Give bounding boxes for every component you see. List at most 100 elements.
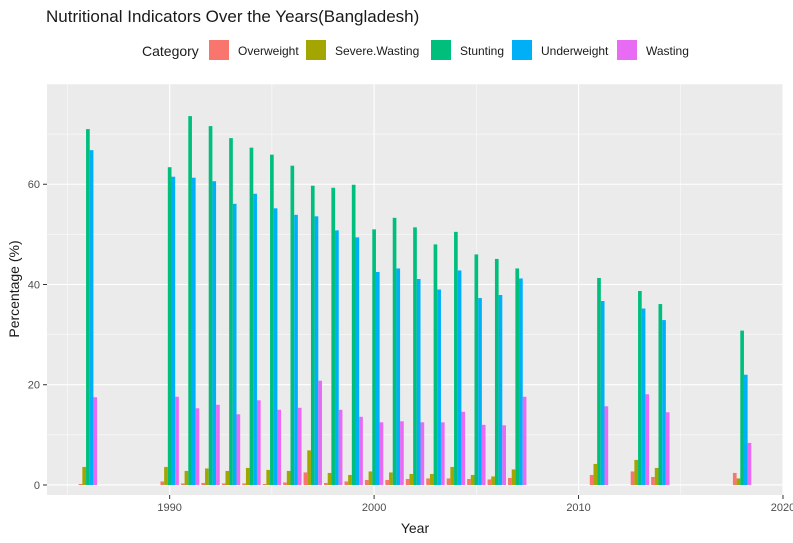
bar-underweight-2001	[396, 268, 401, 485]
bars	[78, 116, 752, 485]
bar-overweight-2004	[446, 478, 451, 485]
legend-key	[617, 40, 637, 60]
bar-underweight-1992	[212, 181, 217, 485]
y-axis-label: Percentage (%)	[6, 240, 22, 337]
bar-stunting-2004	[454, 231, 458, 485]
bar-stunting-2007	[515, 268, 520, 485]
bar-underweight-2018	[743, 374, 748, 485]
bar-stunting-1999	[351, 184, 356, 485]
bar-wasting-1993	[236, 414, 241, 485]
bar-wasting-1986	[93, 397, 98, 485]
bar-wasting-2004	[461, 411, 466, 485]
axis-ticks: 1990 2000 2010 2020 0 20 40 60	[28, 179, 793, 514]
bar-overweight-2011	[589, 474, 594, 485]
bar-stunting-1990	[167, 167, 172, 485]
bar-severe-wasting-1996	[286, 470, 291, 485]
bar-overweight-2001	[385, 479, 390, 485]
bar-wasting-2014	[665, 412, 670, 485]
bar-stunting-1995	[270, 154, 274, 485]
bar-overweight-2005	[467, 478, 471, 485]
bar-underweight-1993	[232, 203, 237, 485]
chart-title: Nutritional Indicators Over the Years(Ba…	[46, 7, 419, 26]
x-tick-label: 2020	[771, 502, 793, 514]
bar-stunting-1998	[331, 187, 336, 485]
bar-overweight-1998	[324, 482, 328, 485]
bar-overweight-1996	[283, 482, 287, 485]
bar-overweight-1999	[344, 481, 349, 485]
bar-wasting-2005	[481, 424, 486, 485]
bar-severe-wasting-2018	[736, 478, 741, 485]
bar-underweight-2011	[600, 301, 605, 485]
bar-underweight-2002	[416, 278, 421, 485]
bar-overweight-1990	[160, 481, 165, 485]
bar-wasting-1990	[175, 396, 179, 485]
bar-wasting-2018	[747, 442, 752, 485]
legend-key	[512, 40, 532, 60]
bar-stunting-2005	[474, 254, 479, 485]
bar-severe-wasting-2004	[450, 466, 455, 485]
bar-stunting-1991	[188, 116, 192, 485]
bar-wasting-2002	[420, 422, 425, 485]
bar-wasting-1997	[318, 380, 322, 485]
bar-wasting-1995	[277, 409, 282, 485]
legend-label: Stunting	[460, 44, 504, 58]
bar-underweight-2003	[437, 289, 441, 485]
legend-label: Underweight	[541, 44, 609, 58]
legend: Category Overweight Severe.Wasting Stuntin…	[142, 40, 689, 60]
bar-stunting-1986	[86, 129, 90, 485]
bar-overweight-2018	[732, 472, 737, 485]
bar-severe-wasting-1992	[205, 468, 209, 485]
bar-underweight-1998	[335, 230, 339, 485]
bar-wasting-2001	[400, 421, 404, 485]
bar-stunting-2003	[433, 244, 438, 485]
bar-underweight-1995	[273, 208, 278, 485]
bar-stunting-2001	[392, 217, 397, 485]
bar-overweight-1991	[180, 483, 185, 485]
y-tick-label: 20	[28, 380, 40, 392]
bar-underweight-2000	[375, 271, 380, 485]
bar-wasting-1991	[195, 408, 200, 485]
bar-stunting-1997	[310, 185, 315, 485]
bar-stunting-2014	[658, 304, 663, 485]
x-tick-label: 2000	[362, 502, 386, 514]
bar-underweight-1990	[171, 176, 176, 485]
bar-overweight-2007	[508, 477, 512, 485]
bar-severe-wasting-1999	[348, 474, 352, 485]
bar-overweight-2000	[364, 479, 369, 485]
legend-key	[306, 40, 326, 60]
bar-stunting-2018	[740, 330, 744, 485]
bar-severe-wasting-1991	[184, 470, 189, 485]
legend-label: Severe.Wasting	[335, 44, 419, 58]
bar-wasting-1999	[359, 416, 363, 485]
legend-title: Category	[142, 43, 199, 59]
bar-underweight-1996	[294, 214, 298, 485]
bar-severe-wasting-2001	[389, 472, 393, 485]
bar-underweight-2004	[457, 270, 462, 485]
bar-severe-wasting-2003	[429, 473, 434, 485]
bar-severe-wasting-1990	[164, 466, 168, 485]
bar-stunting-2000	[372, 229, 376, 485]
x-axis-label: Year	[401, 520, 430, 536]
bar-stunting-1996	[290, 165, 295, 485]
x-tick-label: 2010	[566, 502, 590, 514]
bar-overweight-1995	[262, 483, 267, 485]
bar-severe-wasting-2011	[593, 463, 598, 485]
bar-overweight-2002	[405, 478, 410, 485]
legend-key	[431, 40, 451, 60]
bar-overweight-1992	[201, 482, 206, 485]
bar-overweight-2013	[630, 471, 635, 485]
y-tick-label: 40	[28, 279, 40, 291]
bar-stunting-1992	[208, 126, 213, 485]
bar-underweight-2005	[478, 298, 482, 485]
bar-overweight-1986	[78, 483, 83, 485]
bar-wasting-2013	[645, 394, 650, 485]
bar-wasting-1992	[216, 404, 220, 485]
y-tick-label: 60	[28, 179, 40, 191]
legend-label: Wasting	[646, 44, 689, 58]
legend-label: Overweight	[238, 44, 299, 58]
bar-underweight-1986	[89, 150, 94, 485]
bar-wasting-1994	[256, 400, 261, 485]
bar-overweight-2006	[487, 479, 492, 485]
bar-wasting-2011	[604, 406, 609, 485]
